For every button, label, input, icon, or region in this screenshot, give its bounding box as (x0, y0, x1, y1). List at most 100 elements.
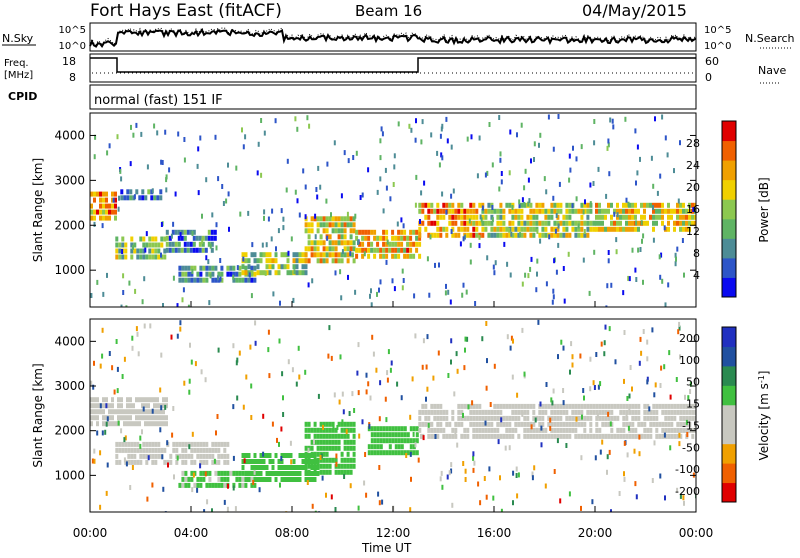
data-cell (529, 434, 532, 439)
data-cell (412, 230, 415, 235)
data-cell (305, 458, 308, 463)
data-cell (281, 471, 284, 476)
data-cell (281, 252, 284, 257)
data-cell (409, 415, 411, 420)
data-cell (332, 446, 335, 451)
data-cell (177, 132, 179, 137)
data-cell (565, 233, 568, 238)
data-cell (244, 134, 246, 139)
data-cell (247, 278, 250, 283)
data-cell (592, 221, 595, 226)
data-cell (520, 404, 523, 409)
data-cell (439, 428, 442, 433)
data-cell (568, 221, 571, 226)
data-cell (323, 446, 326, 451)
data-cell (338, 228, 341, 233)
y-tick-label: 2000 (54, 218, 85, 232)
data-cell (117, 134, 119, 139)
data-cell (329, 252, 332, 257)
data-cell (329, 234, 332, 239)
data-cell (223, 477, 226, 482)
data-cell (439, 209, 442, 214)
data-cell (468, 404, 470, 409)
data-cell (422, 119, 424, 124)
data-cell (595, 404, 598, 409)
data-cell (595, 221, 598, 226)
data-cell (510, 273, 512, 278)
data-cell (421, 404, 424, 409)
data-cell (151, 442, 154, 447)
data-cell (153, 403, 156, 408)
data-cell (276, 438, 278, 443)
data-cell (205, 377, 207, 382)
data-cell (577, 410, 580, 415)
data-cell (263, 209, 265, 214)
data-cell (676, 203, 679, 208)
data-cell (191, 360, 193, 365)
data-cell (166, 236, 169, 241)
data-cell (227, 163, 229, 168)
data-cell (228, 227, 230, 232)
freq-tick-top: 18 (62, 55, 76, 68)
data-cell (350, 464, 353, 469)
data-cell (178, 272, 181, 277)
data-cell (358, 390, 360, 395)
data-cell (406, 236, 409, 241)
data-cell (358, 230, 361, 235)
data-cell (507, 334, 509, 339)
data-cell (373, 236, 376, 241)
data-cell (101, 354, 103, 359)
data-cell (619, 209, 622, 214)
data-cell (441, 485, 443, 490)
data-cell (658, 209, 661, 214)
data-cell (115, 249, 118, 254)
data-cell (385, 168, 387, 173)
data-cell (418, 422, 421, 427)
data-cell (322, 425, 324, 430)
data-cell (653, 392, 655, 397)
data-cell (179, 327, 181, 332)
data-cell (329, 222, 332, 227)
data-cell (263, 459, 266, 464)
data-cell (370, 230, 373, 235)
data-cell (166, 440, 168, 445)
data-cell (395, 438, 398, 443)
data-cell (193, 242, 196, 247)
data-cell (151, 483, 153, 488)
data-cell (136, 442, 139, 447)
data-cell (275, 118, 277, 123)
data-cell (157, 442, 160, 447)
data-cell (347, 212, 349, 217)
data-cell (613, 212, 615, 217)
data-cell (341, 193, 343, 198)
data-cell (430, 410, 433, 415)
data-cell (613, 221, 616, 226)
data-cell (347, 464, 350, 469)
data-cell (133, 442, 136, 447)
data-cell (391, 361, 393, 366)
data-cell (121, 255, 124, 260)
data-cell (132, 409, 135, 414)
data-cell (493, 416, 496, 421)
data-cell (524, 273, 526, 278)
data-cell (448, 209, 451, 214)
data-cell (565, 428, 568, 433)
data-cell (544, 209, 547, 214)
data-cell (386, 186, 388, 191)
data-cell (439, 410, 442, 415)
data-cell (485, 173, 487, 178)
noise-traces (90, 28, 696, 47)
data-cell (484, 209, 487, 214)
data-cell (371, 426, 374, 431)
data-cell (302, 252, 305, 257)
data-cell (150, 195, 153, 200)
data-cell (532, 422, 535, 427)
data-cell (673, 416, 676, 421)
data-cell (322, 476, 324, 481)
data-cell (604, 434, 607, 439)
data-cell (220, 454, 223, 459)
data-cell (470, 243, 472, 248)
data-cell (646, 379, 648, 384)
data-cell (454, 428, 457, 433)
data-cell (682, 410, 685, 415)
